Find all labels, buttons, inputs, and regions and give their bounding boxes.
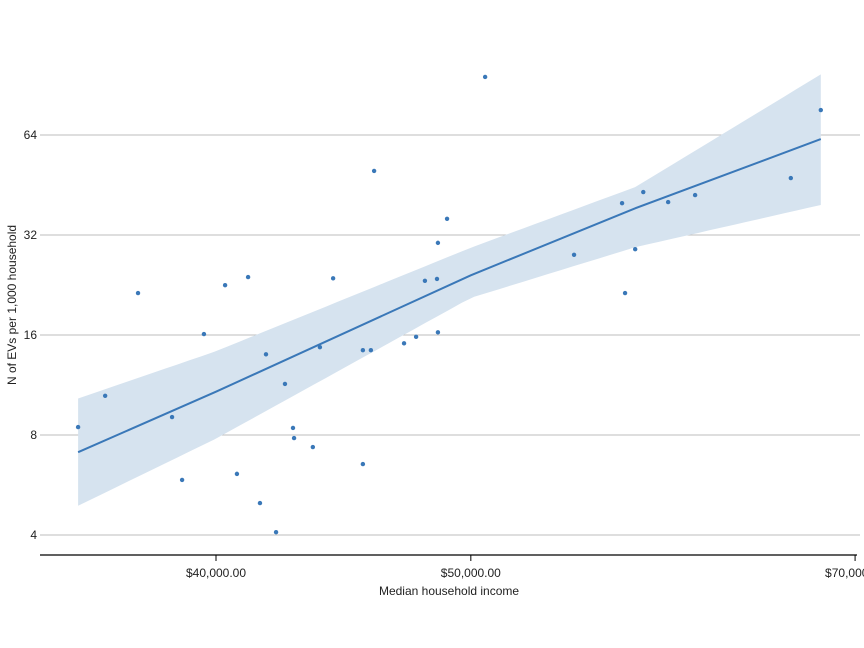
data-point [818, 107, 824, 113]
data-point [222, 282, 228, 288]
x-tick-label: $70,000.00 [825, 566, 864, 580]
data-point [482, 74, 488, 80]
data-point [75, 424, 81, 430]
data-point [665, 199, 671, 205]
data-point [135, 290, 141, 296]
x-tick-label: $50,000.00 [441, 566, 501, 580]
data-point [435, 330, 441, 335]
data-point [371, 168, 377, 174]
confidence-band-area [78, 74, 821, 506]
data-point [263, 352, 269, 357]
data-point [201, 331, 207, 337]
data-point [360, 461, 366, 467]
y-tick-label: 64 [24, 128, 38, 142]
data-point [788, 175, 794, 181]
data-point [102, 393, 108, 398]
data-point [282, 381, 288, 387]
data-point [632, 247, 638, 252]
data-point [310, 444, 316, 450]
data-point [571, 252, 577, 257]
data-point [330, 276, 336, 281]
fit-line-group [77, 138, 822, 454]
x-axis-ticks: $40,000.00 $50,000.00 $70,000.00 [186, 555, 864, 580]
y-axis-ticks: 4 8 16 32 64 [24, 128, 38, 542]
data-point [619, 200, 625, 206]
data-point [290, 425, 296, 431]
y-tick-label: 32 [24, 228, 38, 242]
data-point [622, 290, 628, 296]
data-point [169, 414, 175, 420]
y-tick-label: 16 [24, 328, 38, 342]
data-point [273, 529, 279, 535]
y-tick-label: 4 [30, 528, 37, 542]
data-point [413, 334, 419, 340]
y-axis-label: N of EVs per 1,000 household [5, 225, 19, 385]
confidence-band [78, 74, 821, 506]
data-point [234, 471, 240, 477]
data-point [291, 435, 297, 441]
data-point [257, 500, 263, 506]
data-point [422, 278, 428, 283]
data-point [444, 216, 450, 222]
x-axis-label: Median household income [379, 584, 519, 598]
data-point [368, 348, 374, 353]
data-points [75, 74, 824, 535]
data-point [179, 477, 185, 483]
data-point [245, 274, 251, 280]
data-point [434, 276, 440, 282]
data-point [641, 189, 646, 195]
data-point [317, 345, 323, 350]
data-point [435, 240, 441, 246]
data-point [360, 348, 366, 353]
data-point [692, 192, 698, 198]
fit-line [77, 138, 822, 454]
x-tick-label: $40,000.00 [186, 566, 246, 580]
data-point [401, 341, 407, 346]
y-tick-label: 8 [30, 428, 37, 442]
